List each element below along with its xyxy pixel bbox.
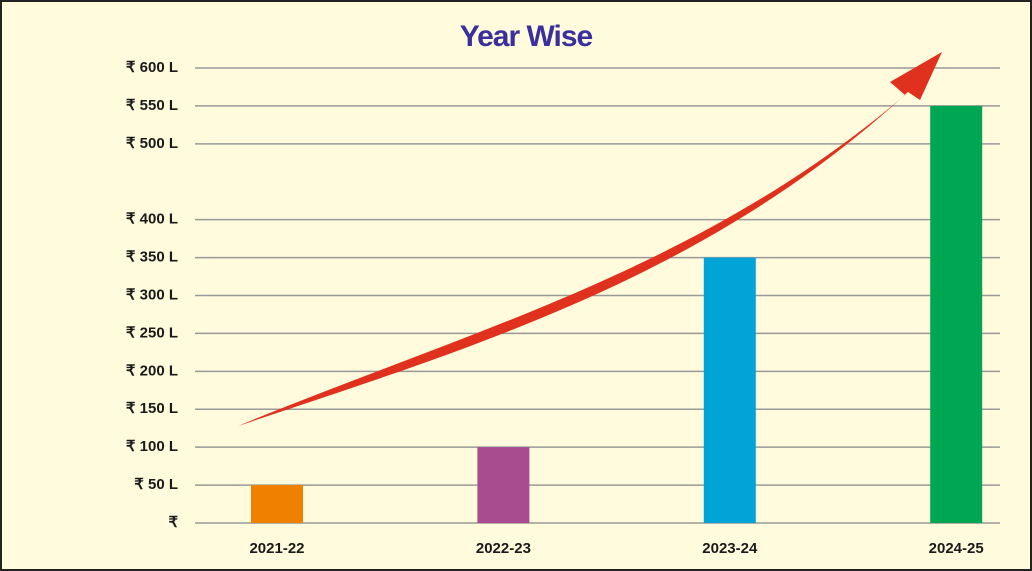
bar: [477, 447, 530, 523]
x-tick-label: 2023-24: [702, 540, 758, 557]
y-tick-label: ₹ 50 L: [134, 476, 178, 493]
bar: [930, 105, 983, 524]
y-tick-label: ₹ 250 L: [126, 324, 178, 341]
y-tick-label: ₹ 500 L: [126, 135, 178, 152]
y-tick-label: ₹ 100 L: [126, 438, 178, 455]
y-tick-label: ₹ 550 L: [126, 97, 178, 114]
y-tick-label: ₹: [168, 514, 178, 531]
y-tick-label: ₹ 300 L: [126, 286, 178, 303]
x-tick-label: 2022-23: [476, 540, 531, 557]
y-tick-label: ₹ 150 L: [126, 400, 178, 417]
y-tick-label: ₹ 400 L: [126, 211, 178, 228]
y-tick-label: ₹ 600 L: [126, 59, 178, 76]
plot-area: ₹ ₹ 50 L ₹ 100 L ₹ 150 L ₹ 200 L ₹ 250 L ₹ 300…: [126, 59, 1000, 557]
y-tick-label: ₹ 200 L: [126, 362, 178, 379]
y-tick-label: ₹ 350 L: [126, 249, 178, 266]
x-tick-label: 2024-25: [929, 540, 984, 557]
chart-title: Year Wise: [460, 20, 593, 53]
bar: [251, 485, 303, 523]
bar: [703, 257, 756, 523]
x-tick-label: 2021-22: [249, 540, 304, 557]
